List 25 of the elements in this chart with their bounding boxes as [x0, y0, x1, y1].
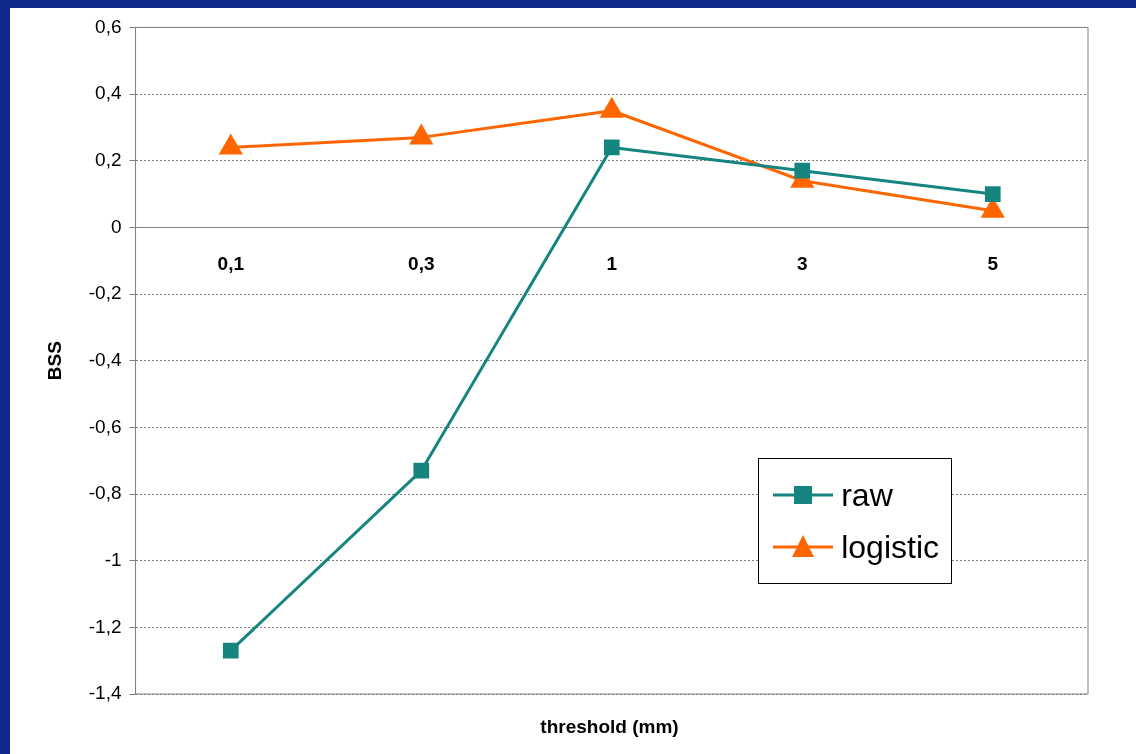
x-axis-title: threshold (mm)	[539, 716, 680, 738]
x-tick-label: 1	[606, 253, 618, 275]
y-tick-label: -0,2	[88, 282, 122, 304]
x-tick-label: 0,1	[217, 253, 245, 275]
legend-label: logistic	[841, 528, 939, 566]
point	[219, 134, 242, 155]
point	[600, 98, 623, 118]
legend-label: raw	[841, 476, 893, 514]
x-tick-label: 0,3	[408, 253, 435, 275]
x-tick-label: 5	[987, 253, 999, 275]
y-tick-label: 0,6	[95, 15, 122, 37]
y-tick-label: -1,4	[88, 682, 122, 704]
y-tick-label: -0,8	[88, 482, 122, 504]
x-tick-label: 3	[796, 253, 808, 275]
y-axis-title: BSS	[43, 341, 65, 381]
point	[410, 124, 433, 145]
y-tick-label: 0,4	[95, 82, 122, 104]
y-tick-label: 0,2	[95, 148, 122, 170]
y-tick-label: -1	[104, 548, 122, 570]
point	[413, 462, 430, 479]
y-tick-label: -0,4	[88, 348, 122, 370]
y-tick-label: -0,6	[88, 415, 122, 437]
y-tick-label: 0	[110, 215, 122, 237]
y-tick-label: -1,2	[88, 615, 122, 637]
point	[222, 642, 239, 659]
